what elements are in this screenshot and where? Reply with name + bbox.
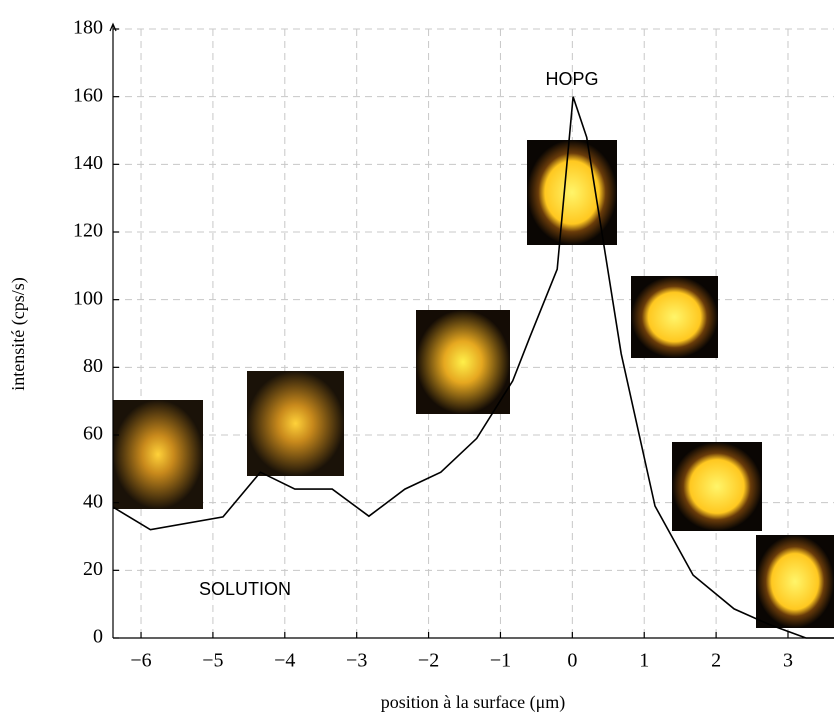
x-tick-label: −6 — [130, 650, 151, 672]
y-tick-label: 120 — [73, 220, 103, 242]
y-tick-label: 80 — [83, 355, 103, 377]
x-tick-label: −1 — [490, 650, 511, 672]
y-tick-label: 180 — [73, 17, 103, 39]
y-tick-label: 100 — [73, 287, 103, 309]
y-tick-label: 40 — [83, 490, 103, 512]
inset-image — [416, 310, 510, 414]
x-tick-label: −3 — [346, 650, 367, 672]
y-tick-label: 20 — [83, 558, 103, 580]
annotation: SOLUTION — [199, 579, 291, 599]
y-tick-label: 160 — [73, 84, 103, 106]
x-tick-label: 0 — [567, 650, 577, 672]
x-axis-label: position à la surface (μm) — [381, 692, 566, 713]
annotation: HOPG — [545, 69, 598, 89]
inset-image — [113, 400, 203, 509]
x-tick-label: −4 — [274, 650, 295, 672]
y-axis-label: intensité (cps/s) — [8, 277, 29, 390]
x-tick-label: 2 — [711, 650, 721, 672]
x-tick-label: 3 — [783, 650, 793, 672]
inset-image — [527, 140, 617, 245]
x-tick-label: 1 — [639, 650, 649, 672]
inset-image — [756, 535, 834, 628]
x-tick-label: −2 — [418, 650, 439, 672]
inset-image — [672, 442, 762, 531]
data-line — [112, 96, 834, 639]
inset-image — [631, 276, 718, 358]
x-tick-label: −5 — [202, 650, 223, 672]
y-tick-label: 0 — [93, 626, 103, 648]
axis-arrow — [109, 22, 117, 32]
inset-image — [247, 371, 344, 476]
image-insets — [113, 140, 834, 628]
y-tick-label: 140 — [73, 152, 103, 174]
y-tick-label: 60 — [83, 423, 103, 445]
